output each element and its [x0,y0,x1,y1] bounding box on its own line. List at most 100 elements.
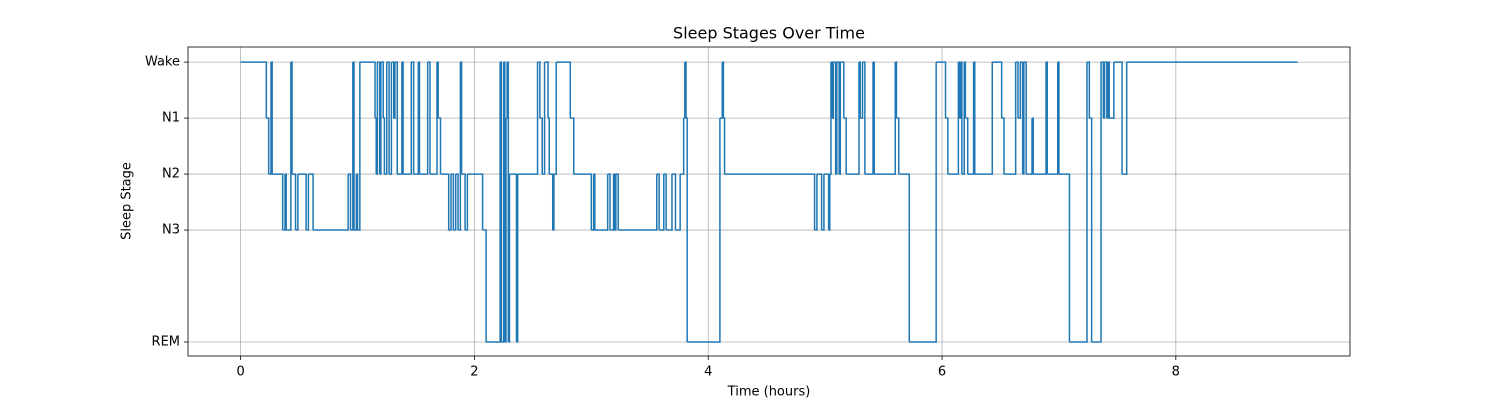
step-segment [285,173,287,231]
step-segment [1018,62,1022,119]
step-segment [959,62,962,119]
step-segment [1069,62,1088,343]
x-tick-label: 2 [470,365,478,380]
step-segment [1032,117,1034,175]
step-segment [958,61,961,119]
step-segment [839,62,842,175]
step-segment [1091,62,1102,343]
step-segment [671,173,677,231]
x-tick-label: 4 [704,365,712,380]
step-segment [393,62,396,119]
step-segment [1003,62,1017,175]
plot-area [188,47,1350,356]
step-segment [964,61,967,119]
x-tick-label: 0 [236,365,244,380]
step-segment [593,173,596,231]
step-segment [960,61,963,175]
step-segment [862,61,866,175]
step-segment [397,62,403,175]
step-segment [455,173,459,231]
step-segment [656,173,660,231]
step-segment [945,117,949,175]
step-segment [290,61,293,175]
step-segment [947,62,960,175]
step-segment [427,61,431,175]
step-segment [1023,61,1027,175]
step-segment [1026,118,1033,175]
step-segment [1106,62,1109,119]
step-segment [507,61,510,343]
step-segment [835,62,838,175]
step-segment [544,61,549,119]
step-segment [503,61,506,343]
step-segment [308,173,314,231]
step-segment [429,62,438,175]
step-segment [666,174,673,231]
step-segment [687,118,721,343]
x-axis-label: Time (hours) [727,385,811,400]
step-segment [465,174,469,231]
step-segment [306,174,310,231]
step-segment [377,61,381,175]
x-tick-label: 6 [938,365,946,380]
step-segment [1046,61,1048,175]
step-segment [295,174,299,231]
step-segment [684,61,687,119]
step-segment [1089,117,1093,343]
step-segment [556,61,572,119]
step-segment [724,173,816,231]
y-axis-label: Sleep Stage [120,162,135,240]
step-segment [936,61,947,119]
step-segment [379,62,382,175]
step-segment [992,61,1003,119]
step-segment [613,173,616,231]
step-segment [384,62,388,175]
step-segment [453,174,457,231]
step-segment [357,62,361,231]
step-segment [1001,117,1005,175]
step-segment [1103,62,1106,119]
step-segment [292,173,297,231]
step-segment [723,117,726,175]
step-segment [509,173,518,343]
step-segment [846,62,860,175]
step-segment [552,174,555,231]
x-tick-label: 8 [1172,365,1180,380]
step-segment [389,62,393,175]
step-segment [833,61,837,175]
axes-frame [187,46,1351,357]
step-segment [272,173,284,231]
step-segment [832,62,835,119]
step-segment [240,61,268,119]
y-tick-label: N2 [162,167,180,182]
step-segment [286,62,292,231]
step-segment [391,61,395,119]
step-segment [383,117,386,175]
step-segment [348,173,352,231]
step-segment [896,117,900,175]
step-segment [570,117,575,175]
step-segment [821,174,825,231]
step-segment [1101,61,1105,119]
step-segment [663,173,667,231]
step-segment [401,61,404,175]
y-tick-label: Wake [145,55,180,70]
step-segment [816,173,823,231]
step-segment [266,117,270,175]
step-segment [539,117,543,175]
step-segment [1122,62,1128,175]
step-segment [659,174,665,231]
step-segment [354,174,358,231]
step-segment [508,174,511,343]
step-segment [467,173,484,231]
step-segment [268,62,272,175]
step-segment [440,173,450,231]
step-segment [895,61,898,119]
step-segment [859,61,861,119]
step-segment [411,61,415,175]
step-segment [418,61,421,175]
step-segment [829,62,832,175]
step-segment [836,61,840,175]
step-segment [356,173,359,231]
